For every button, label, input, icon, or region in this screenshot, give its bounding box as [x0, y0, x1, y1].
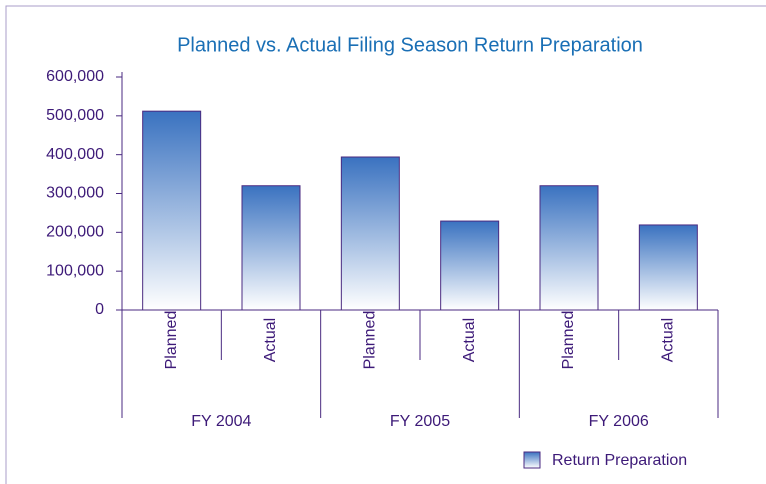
group-label: FY 2006	[589, 413, 649, 430]
chart-title: Planned vs. Actual Filing Season Return …	[177, 34, 643, 56]
group-label: FY 2005	[390, 413, 450, 430]
bar	[638, 224, 698, 311]
x-tick-label: Actual	[461, 318, 478, 362]
bar	[142, 110, 202, 311]
y-tick-label: 100,000	[46, 262, 104, 279]
x-tick-label: Planned	[163, 311, 180, 370]
y-tick-label: 500,000	[46, 107, 104, 124]
legend-swatch	[523, 451, 541, 469]
y-tick-label: 0	[95, 301, 104, 318]
x-tick-label: Actual	[262, 318, 279, 362]
x-tick-label: Planned	[362, 311, 379, 370]
bar	[241, 185, 301, 311]
x-tick-label: Actual	[660, 318, 677, 362]
bar	[539, 185, 599, 311]
y-tick-label: 400,000	[46, 146, 104, 163]
y-tick-label: 200,000	[46, 224, 104, 241]
legend-label: Return Preparation	[552, 452, 687, 469]
bar	[340, 156, 400, 311]
group-label: FY 2004	[191, 413, 251, 430]
y-tick-label: 600,000	[46, 68, 104, 85]
x-tick-label: Planned	[560, 311, 577, 370]
y-tick-label: 300,000	[46, 185, 104, 202]
frame	[5, 5, 766, 484]
bar	[440, 220, 500, 311]
